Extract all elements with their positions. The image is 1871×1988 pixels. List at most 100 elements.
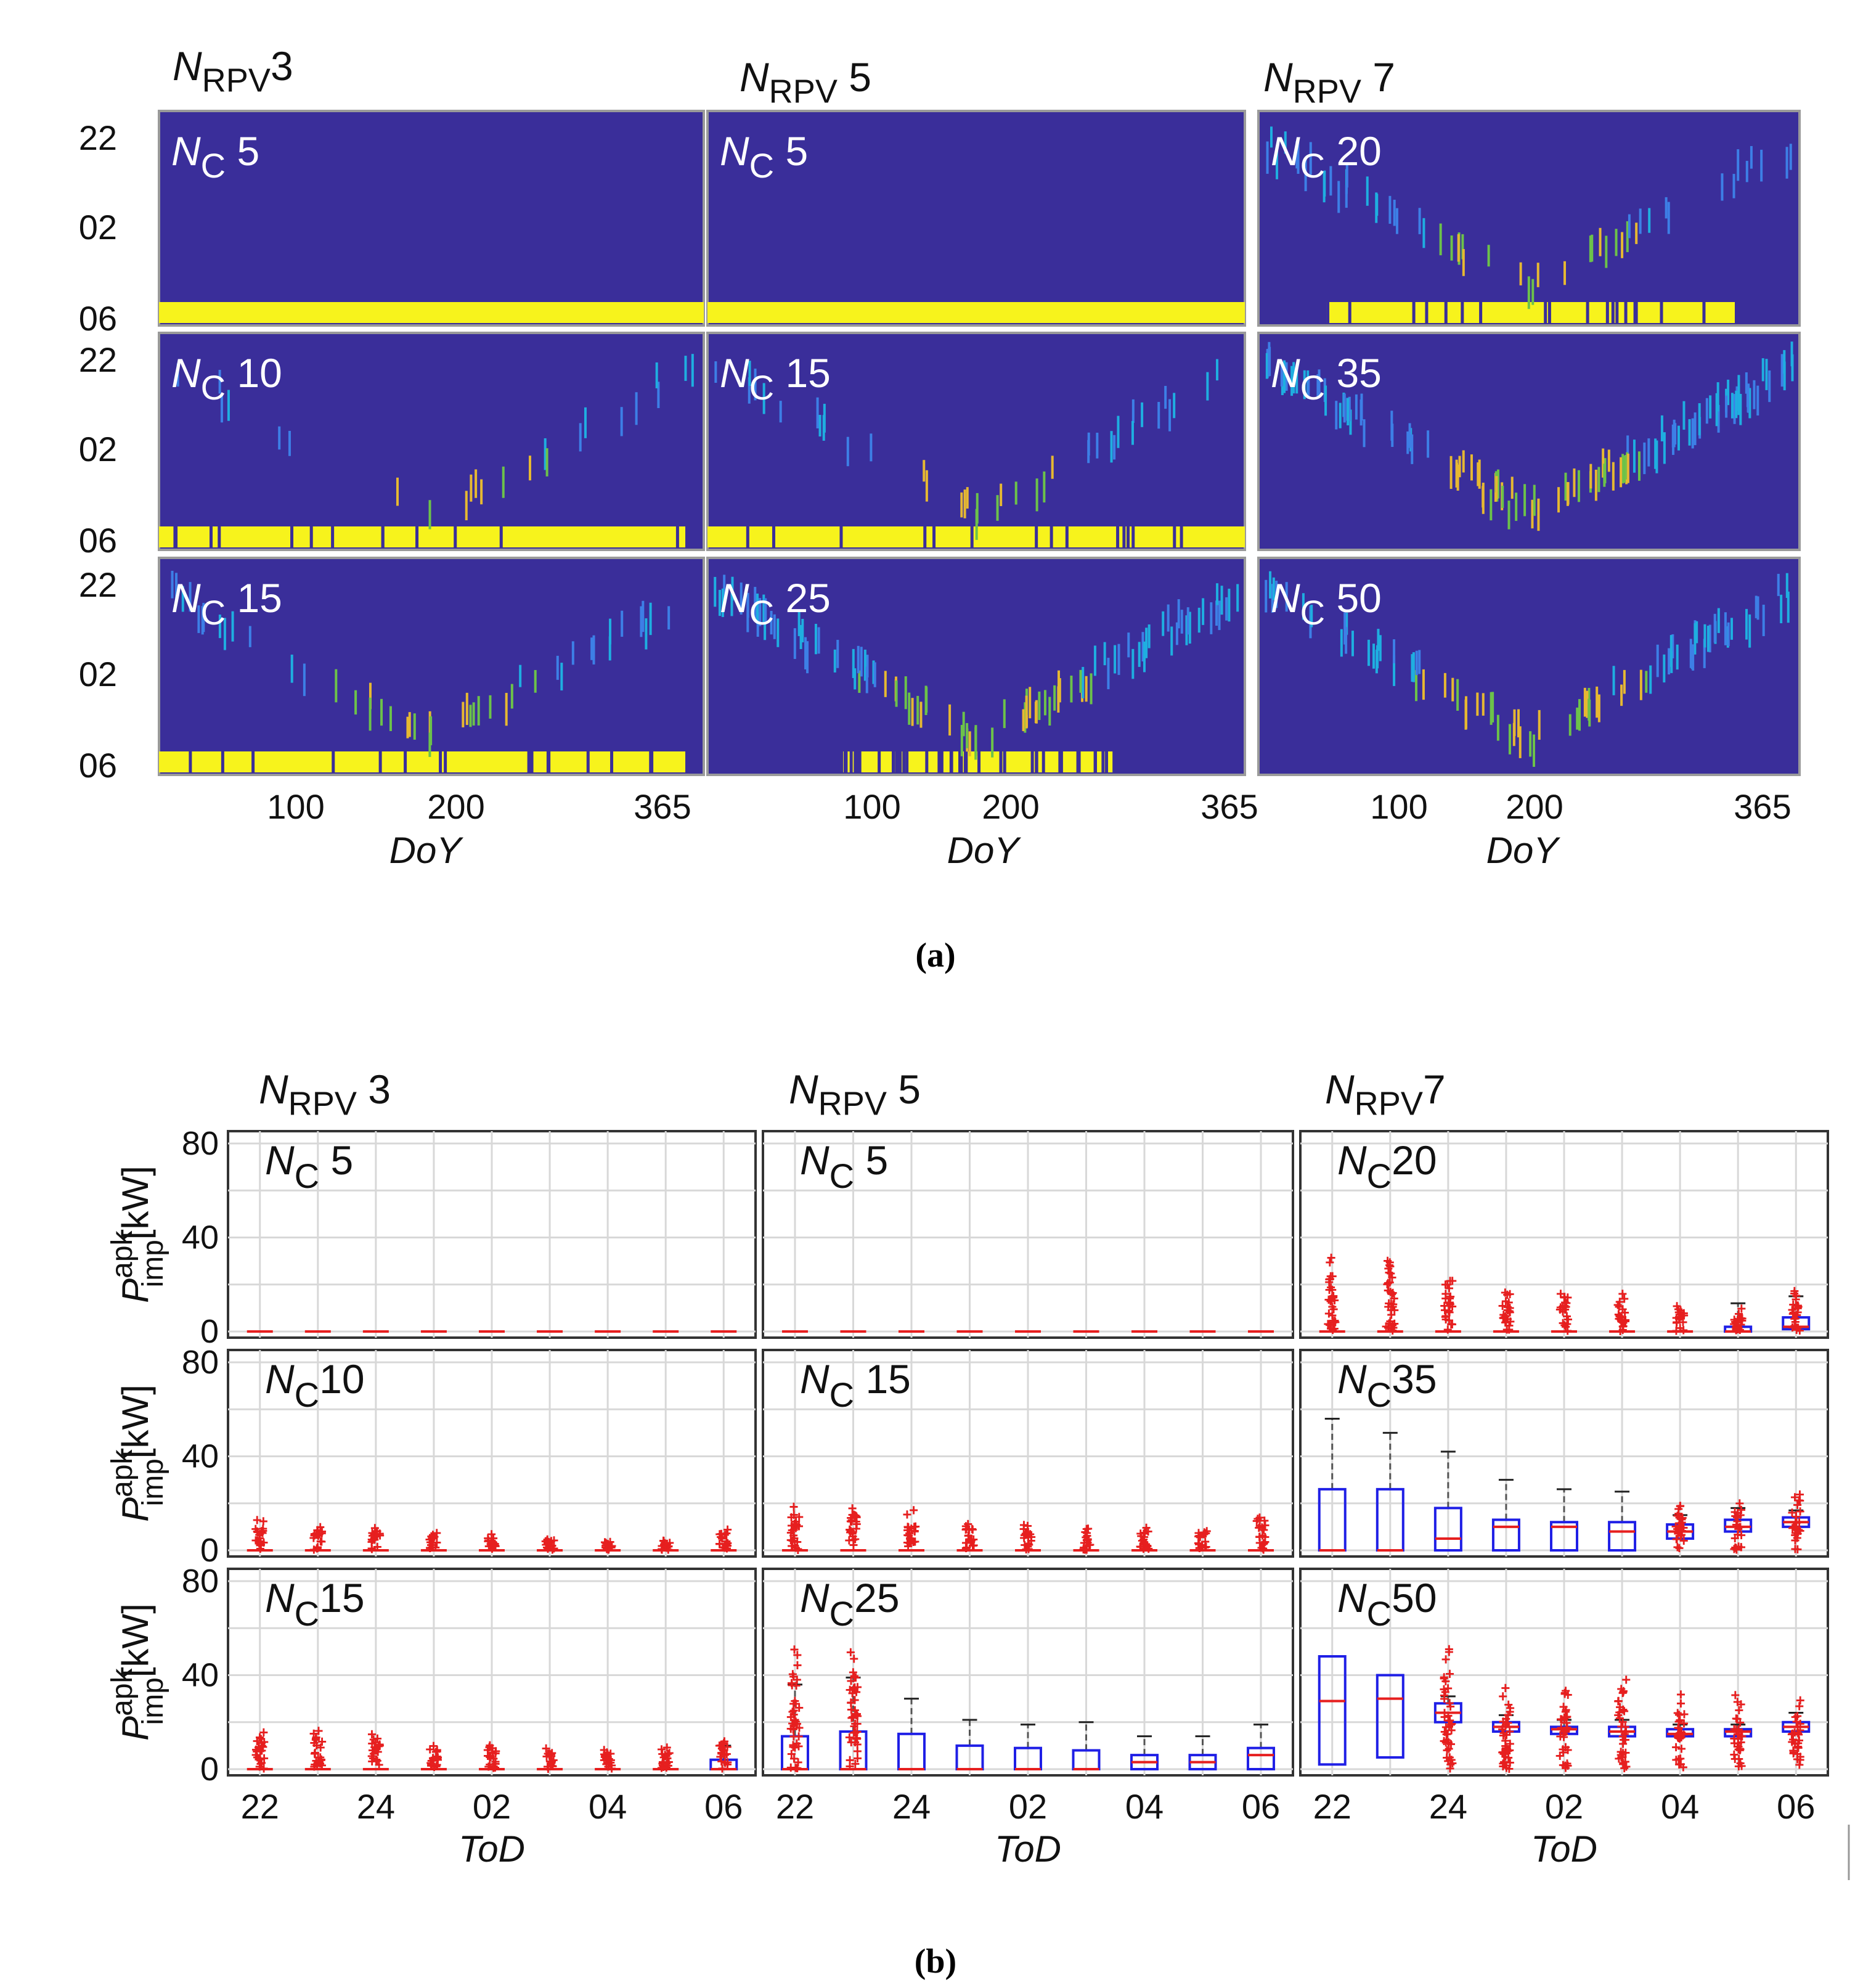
heatmap-band-gap bbox=[1059, 751, 1063, 772]
heatmap-activation-tick bbox=[721, 588, 724, 617]
heatmap-activation-tick bbox=[1390, 411, 1393, 441]
heatmap-activation-tick bbox=[1708, 624, 1711, 653]
heatmap-activation-tick bbox=[181, 586, 184, 612]
boxplot-outlier: + bbox=[659, 1531, 668, 1550]
heatmap-band-gap bbox=[189, 751, 192, 772]
heatmap-activation-tick bbox=[1706, 626, 1710, 652]
heatmap-activation-tick bbox=[857, 645, 860, 674]
boxplot-x-tick-label: 02 bbox=[1009, 1787, 1047, 1826]
boxplot-outlier: + bbox=[1324, 1290, 1333, 1309]
boxplot-outlier: + bbox=[1082, 1520, 1091, 1538]
heatmap-activation-tick bbox=[1415, 650, 1418, 676]
boxplot-outlier: + bbox=[845, 1520, 854, 1539]
boxplot-outlier: + bbox=[1562, 1314, 1571, 1333]
boxplot-outlier: + bbox=[1561, 1317, 1570, 1336]
boxplot-outlier: + bbox=[966, 1531, 976, 1550]
boxplot-outlier: + bbox=[1019, 1520, 1029, 1538]
boxplot-column-title-0: NRPV 3 bbox=[259, 1066, 391, 1122]
boxplot-outlier: + bbox=[1080, 1523, 1090, 1541]
heatmap-band-gap bbox=[218, 526, 221, 547]
boxplot-outlier: + bbox=[426, 1533, 435, 1552]
boxplot-outlier: + bbox=[1388, 1295, 1398, 1313]
boxplot-outlier: + bbox=[1675, 1309, 1684, 1328]
heatmap-activation-tick bbox=[1456, 464, 1459, 491]
boxplot-outlier: + bbox=[1327, 1297, 1337, 1315]
heatmap-activation-tick bbox=[1577, 470, 1580, 502]
heatmap-activation-tick bbox=[1626, 221, 1629, 253]
boxplot-outlier: + bbox=[1788, 1300, 1797, 1319]
boxplot-outlier: + bbox=[1498, 1296, 1507, 1315]
heatmap-panel-background bbox=[158, 332, 705, 551]
heatmap-activation-tick bbox=[1620, 457, 1623, 488]
heatmap-activation-tick bbox=[1669, 635, 1673, 667]
boxplot-outlier: + bbox=[316, 1754, 325, 1773]
boxplot-outlier: + bbox=[961, 1533, 971, 1552]
boxplot-x-axis-label: ToD bbox=[1531, 1828, 1597, 1870]
heatmap-activation-tick bbox=[762, 383, 765, 414]
boxplot-outlier: + bbox=[1388, 1283, 1397, 1302]
boxplot-outlier: + bbox=[845, 1520, 854, 1539]
boxplot-outlier: + bbox=[1503, 1310, 1512, 1328]
boxplot-outlier: + bbox=[659, 1535, 669, 1553]
boxplot-outlier: + bbox=[1732, 1507, 1741, 1525]
heatmap-activation-tick bbox=[1783, 350, 1786, 374]
boxplot-outlier: + bbox=[1792, 1513, 1801, 1532]
heatmap-panel: NC 15 bbox=[706, 332, 1246, 551]
boxplot-outlier: + bbox=[1674, 1539, 1684, 1557]
boxplot-outlier: + bbox=[1502, 1285, 1512, 1304]
boxplot-outlier: + bbox=[1329, 1286, 1338, 1305]
boxplot-outlier: + bbox=[1616, 1308, 1626, 1327]
boxplot-outlier: + bbox=[790, 1515, 799, 1533]
boxplot-outlier: + bbox=[606, 1744, 615, 1762]
boxplot-outlier: + bbox=[1735, 1494, 1744, 1513]
heatmap-activation-tick bbox=[1329, 166, 1332, 196]
heatmap-panel: NC 35 bbox=[1257, 332, 1801, 551]
heatmap-band-gap bbox=[891, 751, 895, 772]
heatmap-activation-tick bbox=[1379, 635, 1382, 661]
boxplot-outlier: + bbox=[1735, 1309, 1745, 1328]
boxplot-outlier: + bbox=[1620, 1312, 1629, 1330]
heatmap-band-gap bbox=[895, 751, 899, 772]
boxplot-outlier: + bbox=[1388, 1297, 1397, 1315]
boxplot-outlier: + bbox=[662, 1536, 671, 1555]
heatmap-activation-tick bbox=[754, 368, 757, 401]
boxplot-outlier: + bbox=[1735, 1320, 1745, 1339]
boxplot-outlier: + bbox=[255, 1737, 264, 1756]
boxplot-outlier: + bbox=[1504, 1320, 1514, 1339]
heatmap-activation-tick bbox=[1303, 370, 1306, 399]
heatmap-band-gap bbox=[839, 526, 843, 547]
boxplot-outlier: + bbox=[906, 1532, 915, 1550]
boxplot-outlier: + bbox=[849, 1536, 858, 1554]
boxplot-outlier: + bbox=[603, 1534, 613, 1553]
boxplot-outlier: + bbox=[1445, 1303, 1454, 1322]
boxplot-y-tick-label: 80 bbox=[182, 1125, 219, 1162]
boxplot-outlier: + bbox=[1384, 1319, 1393, 1337]
boxplot-outlier: + bbox=[1195, 1538, 1204, 1556]
heatmap-activation-tick bbox=[590, 637, 593, 660]
heatmap-panel: NC 15 bbox=[158, 557, 705, 776]
boxplot-outlier: + bbox=[1730, 1749, 1740, 1768]
boxplot-outlier: + bbox=[1505, 1741, 1514, 1759]
boxplot-outlier: + bbox=[1618, 1285, 1627, 1303]
heatmap-activation-tick bbox=[1164, 386, 1167, 409]
boxplot-outlier: + bbox=[1079, 1538, 1088, 1556]
boxplot-outlier: + bbox=[1027, 1531, 1036, 1550]
boxplot-y-tick-label: 80 bbox=[182, 1344, 219, 1381]
heatmap-activation-tick bbox=[1491, 692, 1494, 722]
heatmap-activation-tick bbox=[1197, 607, 1200, 633]
boxplot-outlier: + bbox=[1329, 1300, 1338, 1319]
heatmap-band-gap bbox=[1425, 302, 1429, 323]
boxplot-outlier: + bbox=[313, 1538, 322, 1556]
heatmap-activation-tick bbox=[1003, 699, 1006, 729]
heatmap-activation-tick bbox=[1596, 686, 1599, 718]
boxplot-outlier: + bbox=[1260, 1516, 1270, 1534]
heatmap-activation-tick bbox=[1451, 677, 1454, 702]
boxplot-outlier: + bbox=[257, 1741, 266, 1759]
boxplot-outlier: + bbox=[1019, 1516, 1029, 1534]
boxplot-outlier: + bbox=[372, 1522, 381, 1540]
boxplot-outlier: + bbox=[793, 1759, 802, 1777]
heatmap-activation-tick bbox=[534, 669, 537, 693]
heatmap-activation-tick bbox=[1422, 669, 1425, 700]
boxplot-outlier: + bbox=[1139, 1530, 1148, 1548]
heatmap-activation-tick bbox=[1671, 634, 1674, 658]
